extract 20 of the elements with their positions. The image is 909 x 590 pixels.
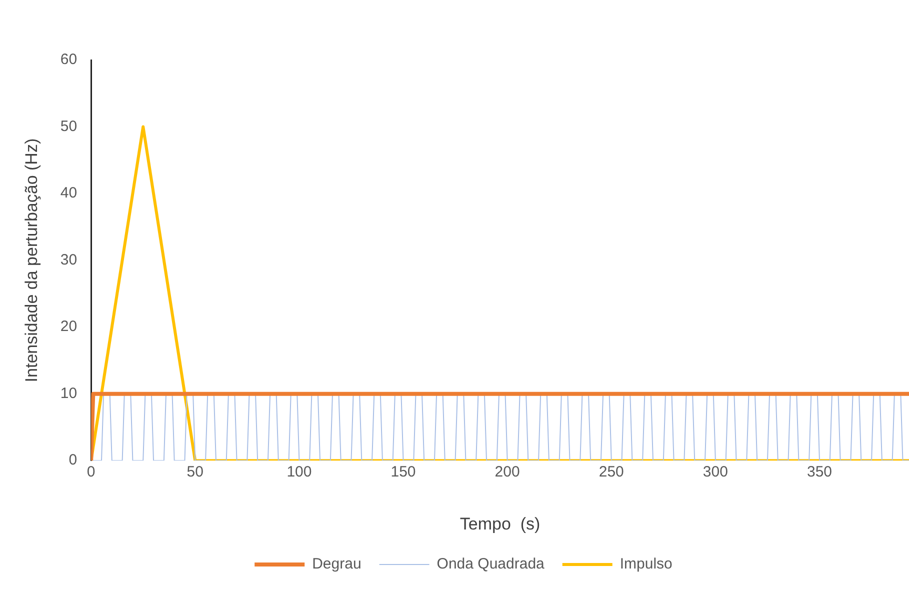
y-tick-label: 20 xyxy=(60,318,78,336)
x-tick-label: 350 xyxy=(806,464,832,481)
x-tick-label: 300 xyxy=(702,464,728,481)
x-tick-label: 50 xyxy=(186,464,204,481)
x-tick-label: 250 xyxy=(598,464,624,481)
y-tick-label: 50 xyxy=(60,118,78,135)
y-tick-label: 60 xyxy=(60,51,78,68)
x-axis-title: Tempo (s) xyxy=(460,514,540,534)
y-tick-label: 10 xyxy=(60,384,78,402)
legend-label: Degrau xyxy=(312,556,362,573)
legend-label: Impulso xyxy=(620,556,672,573)
x-tick-label: 100 xyxy=(286,464,312,481)
x-tick-label: 200 xyxy=(494,464,520,481)
y-tick-label: 40 xyxy=(60,184,78,202)
x-tick-label: 150 xyxy=(390,464,416,481)
legend-label: Onda Quadrada xyxy=(436,556,546,573)
x-tick-label: 0 xyxy=(86,464,96,481)
y-axis-title: Intensidade da perturbação (Hz) xyxy=(22,138,41,382)
y-tick-label: 30 xyxy=(60,251,78,268)
y-tick-label: 0 xyxy=(68,452,78,469)
